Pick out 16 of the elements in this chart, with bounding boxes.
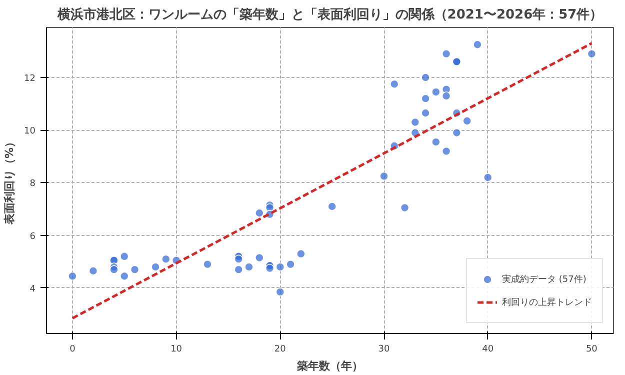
legend-label: 利回りの上昇トレンド (502, 296, 592, 308)
chart-title: 横浜市港北区：ワンルームの「築年数」と「表面利回り」の関係（2021〜2026年：57件） (56, 6, 603, 22)
y-tick-label: 10 (24, 126, 36, 137)
x-tick-label: 10 (170, 344, 182, 354)
y-tick-label: 8 (30, 179, 36, 190)
x-tick-label: 0 (70, 344, 76, 354)
legend-label: 実成約データ (57件) (502, 274, 586, 286)
y-axis-title: 表面利回り（%） (3, 136, 16, 226)
x-tick-label: 40 (482, 344, 494, 354)
x-tick-label: 30 (378, 344, 390, 354)
y-tick-label: 4 (30, 284, 36, 294)
x-tick-label: 20 (274, 344, 286, 354)
x-axis-title: 築年数（年） (296, 360, 363, 372)
y-tick-label: 6 (30, 232, 36, 242)
y-tick-label: 12 (24, 74, 36, 84)
x-tick-label: 50 (586, 344, 598, 354)
